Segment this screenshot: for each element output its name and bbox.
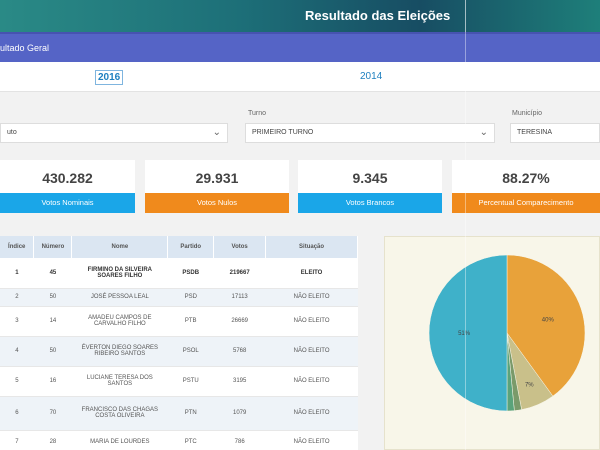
table-row[interactable]: 2 50 JOSÉ PESSOA LEAL PSD 17113 NÃO ELEITO xyxy=(0,288,358,307)
column-header[interactable]: Situação xyxy=(265,236,358,258)
table-cell: 3195 xyxy=(213,366,266,397)
chevron-down-icon: ⌄ xyxy=(212,127,221,138)
table-cell: 45 xyxy=(33,258,72,289)
card-label: Votos Nominais xyxy=(0,193,135,213)
column-header[interactable]: Índice xyxy=(0,236,35,258)
table-cell: NÃO ELEITO xyxy=(265,336,358,367)
column-header[interactable]: Partido xyxy=(167,236,215,258)
table-cell: PSDB xyxy=(167,258,214,289)
table-cell: ÉVERTON DIEGO SOARES RIBEIRO SANTOS xyxy=(71,336,168,367)
filter-bar: uto ⌄ Turno PRIMEIRO TURNO ⌄ Município T… xyxy=(0,92,600,152)
table-cell: AMADEU CAMPOS DE CARVALHO FILHO xyxy=(71,306,168,337)
tab-year-2014[interactable]: 2014 xyxy=(360,71,383,82)
table-cell: 16 xyxy=(33,366,72,397)
card-votos-brancos: 9.345 Votos Brancos xyxy=(298,160,442,213)
filter-label-municipio: Município xyxy=(512,110,542,117)
table-cell: PSTU xyxy=(167,366,214,397)
pie-chart-panel: 40% 7% 51% xyxy=(384,236,600,450)
card-value: 9.345 xyxy=(352,170,388,186)
table-cell: FIRMINO DA SILVEIRA SOARES FILHO xyxy=(71,258,168,289)
table-cell: NÃO ELEITO xyxy=(265,288,358,307)
card-value: 430.282 xyxy=(42,170,93,186)
app-header: Resultado das Eleições xyxy=(0,0,600,32)
table-cell: PSD xyxy=(167,288,214,307)
overlay-divider-line xyxy=(465,0,466,450)
filter-label-turno: Turno xyxy=(248,110,267,117)
pie-slice[interactable] xyxy=(428,254,508,412)
table-cell: 50 xyxy=(33,336,72,367)
section-bar: ultado Geral xyxy=(0,32,600,62)
card-value: 29.931 xyxy=(195,170,239,186)
column-header[interactable]: Votos xyxy=(213,236,267,258)
table-cell: NÃO ELEITO xyxy=(265,366,358,397)
table-cell: 6 xyxy=(0,396,34,431)
table-cell: 786 xyxy=(213,430,266,450)
turno-select-value: PRIMEIRO TURNO xyxy=(252,129,314,136)
table-cell: 28 xyxy=(33,430,72,450)
table-cell: LUCIANE TERESA DOS SANTOS xyxy=(71,366,168,397)
header-divider xyxy=(465,0,466,32)
table-cell: 5768 xyxy=(213,336,266,367)
section-label[interactable]: ultado Geral xyxy=(0,43,50,53)
card-value: 88.27% xyxy=(502,170,550,186)
pie-slice[interactable] xyxy=(506,254,586,397)
table-body: 1 45 FIRMINO DA SILVEIRA SOARES FILHO PSDB 2… xyxy=(0,258,358,450)
table-row[interactable]: 5 16 LUCIANE TERESA DOS SANTOS PSTU 3195 NÃO … xyxy=(0,366,358,397)
pie-chart: 40% 7% 51% xyxy=(428,254,586,412)
card-label: Percentual Comparecimento xyxy=(452,193,600,213)
card-label: Votos Brancos xyxy=(298,193,442,213)
table-cell: 4 xyxy=(0,336,34,367)
table-cell: 14 xyxy=(33,306,72,337)
municipio-select[interactable]: TERESINA xyxy=(510,123,600,143)
card-label: Votos Nulos xyxy=(145,193,289,213)
chevron-down-icon: ⌄ xyxy=(479,127,488,138)
table-cell: NÃO ELEITO xyxy=(265,396,358,431)
card-votos-nominais: 430.282 Votos Nominais xyxy=(0,160,135,213)
cargo-select-value: uto xyxy=(7,129,17,136)
table-cell: NÃO ELEITO xyxy=(265,306,358,337)
page-title: Resultado das Eleições xyxy=(305,8,451,23)
table-cell: 5 xyxy=(0,366,34,397)
table-row[interactable]: 4 50 ÉVERTON DIEGO SOARES RIBEIRO SANTOS PS… xyxy=(0,336,358,367)
card-votos-nulos: 29.931 Votos Nulos xyxy=(145,160,289,213)
table-cell: 3 xyxy=(0,306,34,337)
municipio-select-value: TERESINA xyxy=(517,129,553,136)
card-comparecimento: 88.27% Percentual Comparecimento xyxy=(452,160,600,213)
table-cell: 1 xyxy=(0,258,34,289)
table-row[interactable]: 1 45 FIRMINO DA SILVEIRA SOARES FILHO PSDB 2… xyxy=(0,258,358,289)
column-header[interactable]: Número xyxy=(33,236,73,258)
pie-slice-label: 51% xyxy=(458,331,471,337)
table-row[interactable]: 6 70 FRANCISCO DAS CHAGAS COSTA OLIVEIRA PT… xyxy=(0,396,358,431)
table-cell: 1079 xyxy=(213,396,266,431)
table-cell: ELEITO xyxy=(265,258,358,289)
table-cell: 70 xyxy=(33,396,72,431)
column-header[interactable]: Nome xyxy=(71,236,169,258)
turno-select[interactable]: PRIMEIRO TURNO ⌄ xyxy=(245,123,495,143)
table-cell: 17113 xyxy=(213,288,266,307)
pie-slice-label: 40% xyxy=(542,318,555,324)
table-cell: MARIA DE LOURDES xyxy=(71,430,168,450)
table-cell: PTB xyxy=(167,306,214,337)
table-cell: PTC xyxy=(167,430,214,450)
table-cell: 50 xyxy=(33,288,72,307)
table-cell: FRANCISCO DAS CHAGAS COSTA OLIVEIRA xyxy=(71,396,168,431)
cargo-select[interactable]: uto ⌄ xyxy=(0,123,228,143)
table-row[interactable]: 3 14 AMADEU CAMPOS DE CARVALHO FILHO PTB 266… xyxy=(0,306,358,337)
table-cell: NÃO ELEITO xyxy=(265,430,358,450)
table-cell: 219667 xyxy=(213,258,266,289)
table-cell: PSOL xyxy=(167,336,214,367)
table-header-row: Índice Número Nome Partido Votos Situaçã… xyxy=(0,236,358,258)
table-cell: PTN xyxy=(167,396,214,431)
year-tabs: 2016 2014 xyxy=(0,62,600,92)
table-cell: 2 xyxy=(0,288,34,307)
results-table: Índice Número Nome Partido Votos Situaçã… xyxy=(0,236,358,450)
pie-slice-label: 7% xyxy=(525,383,534,389)
table-cell: JOSÉ PESSOA LEAL xyxy=(71,288,168,307)
table-row[interactable]: 7 28 MARIA DE LOURDES PTC 786 NÃO ELEITO xyxy=(0,430,358,450)
table-cell: 7 xyxy=(0,430,34,450)
table-cell: 26669 xyxy=(213,306,266,337)
tab-year-2016[interactable]: 2016 xyxy=(95,70,124,85)
